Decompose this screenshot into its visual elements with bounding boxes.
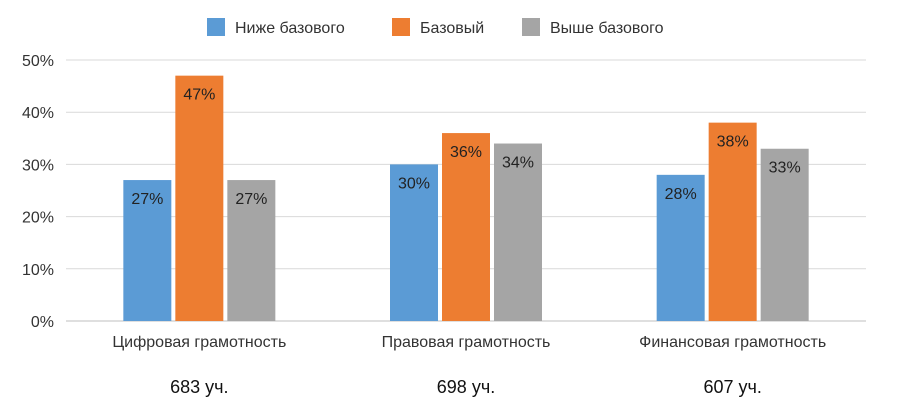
participant-count: 607 уч. [703,377,761,397]
bar [656,174,705,321]
y-tick-label: 0% [31,314,54,331]
bars: 27% 47% 27% 30% 36% 34% 28% 38% 33% [123,75,809,321]
bar [227,180,276,321]
bar [390,164,438,321]
bar [760,148,809,321]
y-tick-label: 40% [22,105,54,122]
x-category-label: Правовая грамотность [382,334,551,351]
y-tick-label: 20% [22,210,54,227]
data-label: 33% [769,160,801,177]
x-category-label: Цифровая грамотность [112,334,286,351]
data-label: 30% [398,175,430,192]
data-label: 27% [131,191,163,208]
legend-label: Ниже базового [235,20,345,37]
data-label: 36% [450,144,482,161]
bar [175,75,224,321]
x-category-label: Финансовая грамотность [639,334,826,351]
y-axis: 0% 10% 20% 30% 40% 50% [22,53,54,331]
legend-swatch [207,18,225,36]
data-label: 28% [665,186,697,203]
bar [708,122,757,321]
legend-label: Базовый [420,20,484,37]
legend: Ниже базового Базовый Выше базового [207,18,664,37]
legend-swatch [522,18,540,36]
data-label: 34% [502,155,534,172]
participant-count: 698 уч. [437,377,495,397]
legend-label: Выше базового [550,20,664,37]
legend-swatch [392,18,410,36]
bar [123,180,172,321]
y-tick-label: 50% [22,53,54,70]
data-label: 47% [183,87,215,104]
y-tick-label: 10% [22,262,54,279]
data-label: 27% [235,191,267,208]
data-label: 38% [717,134,749,151]
y-tick-label: 30% [22,157,54,174]
x-axis: Цифровая грамотность 683 уч. Правовая грам… [112,334,826,397]
participant-count: 683 уч. [170,377,228,397]
bar [442,133,490,321]
bar [494,143,542,321]
